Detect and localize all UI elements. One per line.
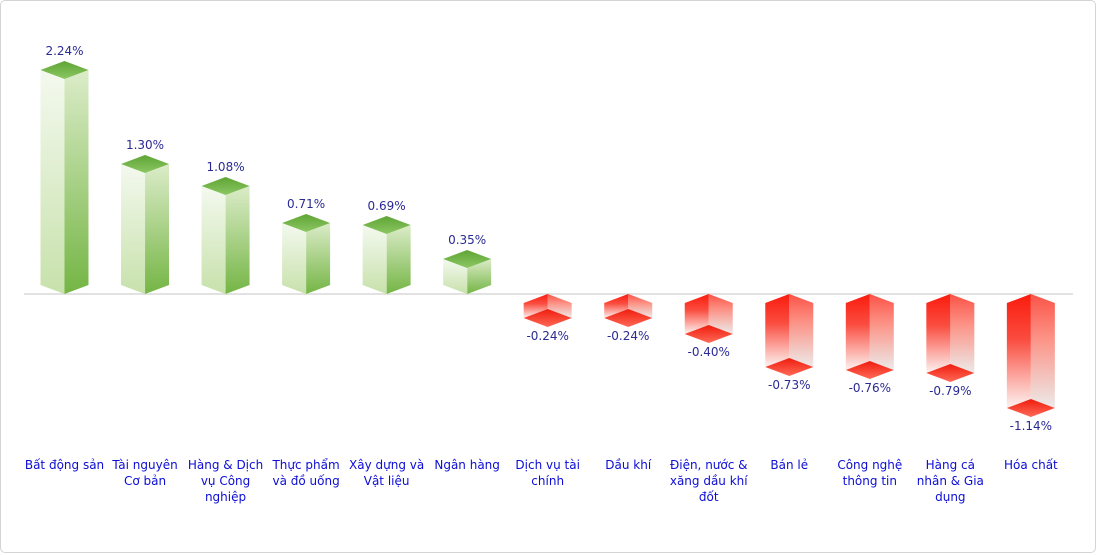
bar-value-label: -0.79% [929, 384, 971, 398]
category-label: Hóa chất [1003, 458, 1058, 472]
bar-bottom-diamond [926, 364, 975, 382]
bar-right-face [789, 294, 814, 367]
bar-column[interactable]: -0.79% [926, 294, 975, 398]
bar-left-face [765, 294, 790, 367]
bar-column[interactable]: -0.76% [845, 294, 894, 395]
bar-left-face [684, 294, 709, 334]
category-label: Xây dựng và Vật liệu [349, 458, 425, 488]
bar-left-face [845, 294, 870, 370]
bar-column[interactable]: 0.69% [362, 199, 411, 294]
bar-bottom-diamond [845, 361, 894, 379]
bar-column[interactable]: -0.24% [604, 294, 653, 343]
bar-column[interactable]: -0.73% [765, 294, 814, 392]
bar-right-face [145, 164, 170, 294]
bar-value-label: 0.69% [368, 199, 406, 213]
bar-right-face [225, 186, 250, 294]
category-label: Dầu khí [605, 458, 652, 472]
category-label: Hàng & Dịch vụ Công nghiệp [187, 458, 264, 504]
bar-top-diamond [201, 177, 250, 195]
category-label: Công nghệ thông tin [837, 458, 903, 488]
bar-left-face [282, 223, 307, 294]
bar-right-face [306, 223, 331, 294]
bar-value-label: -0.24% [607, 329, 649, 343]
bar-column[interactable]: 2.24% [40, 44, 89, 294]
bar-left-face [1006, 294, 1031, 408]
bar-right-face [64, 70, 89, 294]
bar-column[interactable]: 0.71% [282, 197, 331, 294]
bar-column[interactable]: 1.30% [121, 138, 170, 294]
bar-right-face [386, 225, 411, 294]
bar-column[interactable]: -1.14% [1006, 294, 1055, 433]
bar-left-face [443, 259, 468, 294]
bar-value-label: 1.08% [206, 160, 244, 174]
bar-right-face [708, 294, 733, 334]
bar-bottom-diamond [1006, 399, 1055, 417]
bar-right-face [950, 294, 975, 373]
category-label: Tài nguyên Cơ bản [112, 458, 178, 488]
bar-left-face [926, 294, 951, 373]
bar-right-face [467, 259, 492, 294]
bar-value-label: -1.14% [1010, 419, 1052, 433]
bar-top-diamond [282, 214, 331, 232]
bar-value-label: -0.40% [688, 345, 730, 359]
bar-bottom-diamond [604, 309, 653, 327]
bar-bottom-diamond [765, 358, 814, 376]
category-label: Thực phẩm và đồ uống [272, 458, 340, 488]
bar-value-label: 0.35% [448, 233, 486, 247]
bar-top-diamond [443, 250, 492, 268]
category-label: Điện, nước & xăng dầu khí đốt [669, 458, 748, 504]
bar-value-label: -0.73% [768, 378, 810, 392]
bar-left-face [362, 225, 387, 294]
bar-top-diamond [121, 155, 170, 173]
bar-column[interactable]: -0.24% [523, 294, 572, 343]
bar-left-face [604, 294, 629, 318]
bar-value-label: 0.71% [287, 197, 325, 211]
bar-value-label: 2.24% [45, 44, 83, 58]
bar-right-face [547, 294, 572, 318]
bar-left-face [121, 164, 146, 294]
bar-column[interactable]: 0.35% [443, 233, 492, 294]
bar-top-diamond [40, 61, 89, 79]
bar-bottom-diamond [684, 325, 733, 343]
category-label: Hàng cá nhân & Gia dụng [916, 458, 984, 504]
bar-value-label: -0.76% [849, 381, 891, 395]
bar-left-face [40, 70, 65, 294]
bar-value-label: 1.30% [126, 138, 164, 152]
bar-right-face [628, 294, 653, 318]
bar-column[interactable]: -0.40% [684, 294, 733, 359]
bar-left-face [201, 186, 226, 294]
category-label: Ngân hàng [434, 458, 500, 472]
bar-top-diamond [362, 216, 411, 234]
bar-left-face [523, 294, 548, 318]
bar-column[interactable]: 1.08% [201, 160, 250, 294]
bar-value-label: -0.24% [526, 329, 568, 343]
category-label: Dịch vụ tài chính [515, 458, 580, 488]
bar-right-face [869, 294, 894, 370]
bar-right-face [1030, 294, 1055, 408]
bar-bottom-diamond [523, 309, 572, 327]
category-label: Bán lẻ [770, 458, 809, 472]
category-label: Bất động sản [24, 458, 105, 472]
